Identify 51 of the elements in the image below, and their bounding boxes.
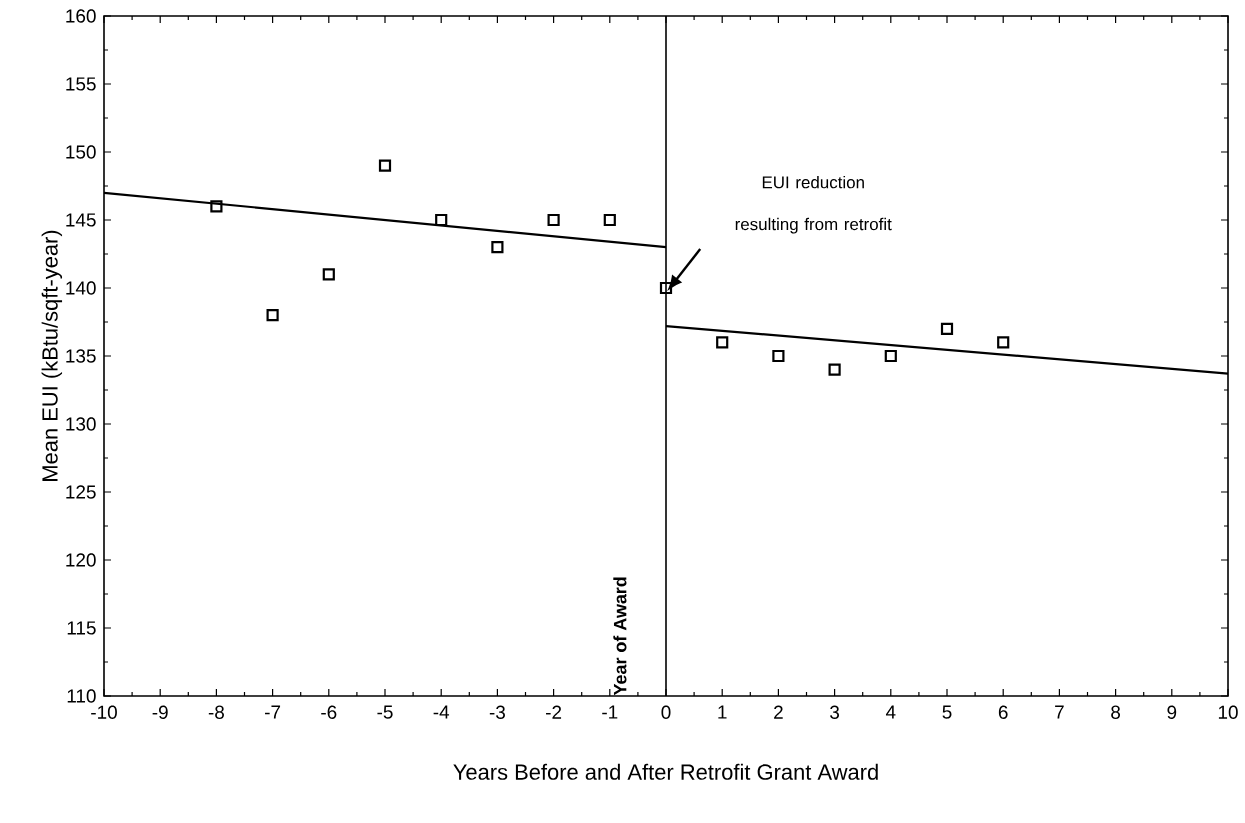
y-tick-label: 150 bbox=[66, 145, 96, 159]
point bbox=[322, 268, 335, 281]
y-tick-label: 140 bbox=[66, 281, 96, 295]
point bbox=[716, 336, 729, 349]
x-tick-label: -4 bbox=[433, 705, 450, 719]
y-tick-label: 115 bbox=[67, 621, 96, 635]
point bbox=[772, 349, 785, 363]
y-tick-label: 155 bbox=[66, 77, 96, 91]
x-tick-label: 10 bbox=[1218, 705, 1238, 719]
y-axis-title: Mean EUI (kBtu/sqft-year) bbox=[41, 230, 63, 481]
point bbox=[659, 281, 673, 295]
y-tick-label: 110 bbox=[67, 689, 96, 703]
x-tick-label: 8 bbox=[1111, 705, 1121, 719]
point bbox=[491, 241, 504, 254]
point bbox=[210, 200, 223, 213]
x-tick-label: 0 bbox=[661, 705, 671, 719]
y-tick-label: 160 bbox=[66, 9, 96, 23]
point bbox=[378, 159, 392, 172]
x-tick-label: 1 bbox=[718, 705, 727, 719]
y-tick-label: 120 bbox=[66, 553, 96, 567]
point bbox=[828, 363, 841, 376]
x-tick-label: 7 bbox=[1055, 705, 1064, 719]
x-tick-label: 5 bbox=[942, 705, 952, 719]
x-tick-label: 6 bbox=[998, 705, 1008, 719]
x-tick-label: 9 bbox=[1167, 705, 1177, 719]
x-tick-label: -5 bbox=[377, 705, 393, 719]
point bbox=[266, 309, 279, 322]
x-tick-label: 3 bbox=[830, 705, 840, 719]
point bbox=[547, 213, 560, 227]
y-tick-label: 130 bbox=[66, 417, 96, 431]
point bbox=[435, 213, 448, 227]
point bbox=[884, 349, 897, 363]
x-tick-label: -8 bbox=[208, 705, 224, 719]
x-tick-label: -9 bbox=[152, 705, 168, 719]
x-tick-label: -3 bbox=[489, 705, 505, 719]
point bbox=[940, 322, 954, 335]
x-tick-label: -1 bbox=[602, 705, 618, 719]
point bbox=[997, 336, 1010, 349]
x-tick-label: 4 bbox=[885, 705, 896, 719]
y-tick-label: 125 bbox=[66, 485, 96, 499]
ref-line-label: Year of Award bbox=[613, 577, 627, 696]
x-axis-title: Years Before and After Retrofit Grant Award bbox=[453, 763, 878, 780]
x-tick-label: 2 bbox=[774, 705, 783, 719]
text: EUI reduction resulting from retrofit bbox=[735, 175, 892, 234]
y-tick-label: 145 bbox=[66, 213, 96, 227]
x-tick-label: -2 bbox=[546, 705, 562, 719]
point bbox=[603, 213, 616, 227]
x-tick-label: -10 bbox=[91, 705, 117, 719]
y-tick-label: 135 bbox=[66, 349, 96, 363]
x-tick-label: -6 bbox=[321, 705, 337, 719]
x-tick-label: -7 bbox=[265, 705, 281, 719]
